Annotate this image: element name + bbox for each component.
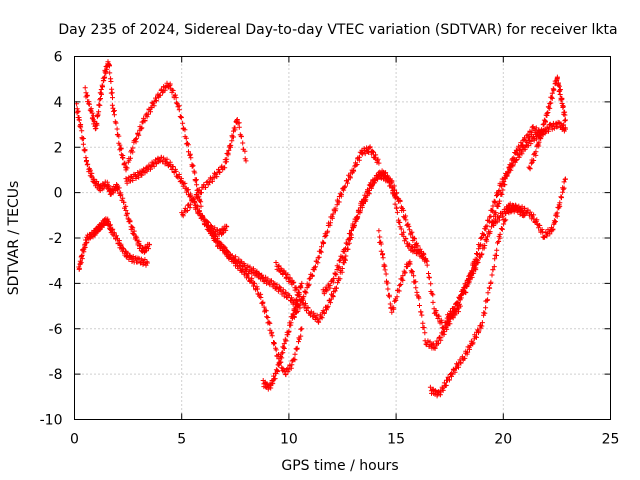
- series-markers: [74, 101, 152, 255]
- y-tick-label: -4: [49, 276, 63, 292]
- series-markers: [389, 178, 481, 331]
- chart-title: Day 235 of 2024, Sidereal Day-to-day VTE…: [58, 22, 617, 38]
- y-tick-label: 0: [54, 186, 63, 202]
- series-3: [82, 59, 129, 173]
- series-1: [74, 101, 152, 255]
- series-markers: [123, 80, 204, 209]
- series-10: [273, 169, 399, 325]
- series-markers: [123, 154, 230, 237]
- series-markers: [179, 117, 249, 219]
- y-axis-label: SDTVAR / TECUs: [6, 181, 22, 296]
- y-tick-label: -2: [49, 231, 63, 247]
- y-tick-label: 4: [54, 95, 63, 111]
- y-tick-label: -8: [49, 367, 63, 383]
- series-markers: [462, 119, 568, 296]
- y-axis-ticks: -10 -8 -6 -4 -2 0 2 4 6: [40, 50, 611, 429]
- x-tick-label: 0: [70, 432, 79, 448]
- series-19: [526, 74, 568, 172]
- data-markers: [74, 59, 568, 399]
- series-18: [490, 176, 568, 240]
- x-axis-label: GPS time / hours: [281, 458, 398, 474]
- series-markers: [427, 203, 528, 399]
- series-markers: [376, 228, 463, 351]
- series-15: [427, 203, 528, 399]
- series-markers: [290, 144, 382, 320]
- series-markers: [260, 280, 305, 392]
- series-markers: [192, 198, 300, 310]
- series-13: [376, 228, 463, 351]
- series-9: [260, 280, 305, 392]
- series-14: [389, 178, 481, 331]
- series-17: [462, 119, 568, 296]
- series-11: [290, 144, 382, 320]
- y-tick-label: 2: [54, 140, 63, 156]
- series-markers: [320, 168, 429, 297]
- x-tick-label: 5: [177, 432, 186, 448]
- y-tick-label: -10: [40, 413, 63, 429]
- y-tick-label: -6: [49, 322, 63, 338]
- series-markers: [273, 169, 399, 325]
- series-2: [76, 216, 150, 272]
- x-tick-label: 25: [602, 432, 620, 448]
- series-markers: [526, 74, 568, 172]
- series-markers: [82, 59, 129, 173]
- series-4: [123, 80, 204, 209]
- x-tick-label: 15: [387, 432, 405, 448]
- y-tick-label: 6: [54, 50, 63, 66]
- series-6: [179, 117, 249, 219]
- x-axis-ticks: 0 5 10 15 20 25: [70, 56, 620, 448]
- x-tick-label: 10: [280, 432, 298, 448]
- series-12: [320, 168, 429, 297]
- series-markers: [490, 176, 568, 240]
- series-5: [123, 154, 230, 237]
- x-tick-label: 20: [494, 432, 512, 448]
- grid-lines: [74, 56, 611, 420]
- series-7: [192, 198, 300, 310]
- series-markers: [76, 216, 150, 272]
